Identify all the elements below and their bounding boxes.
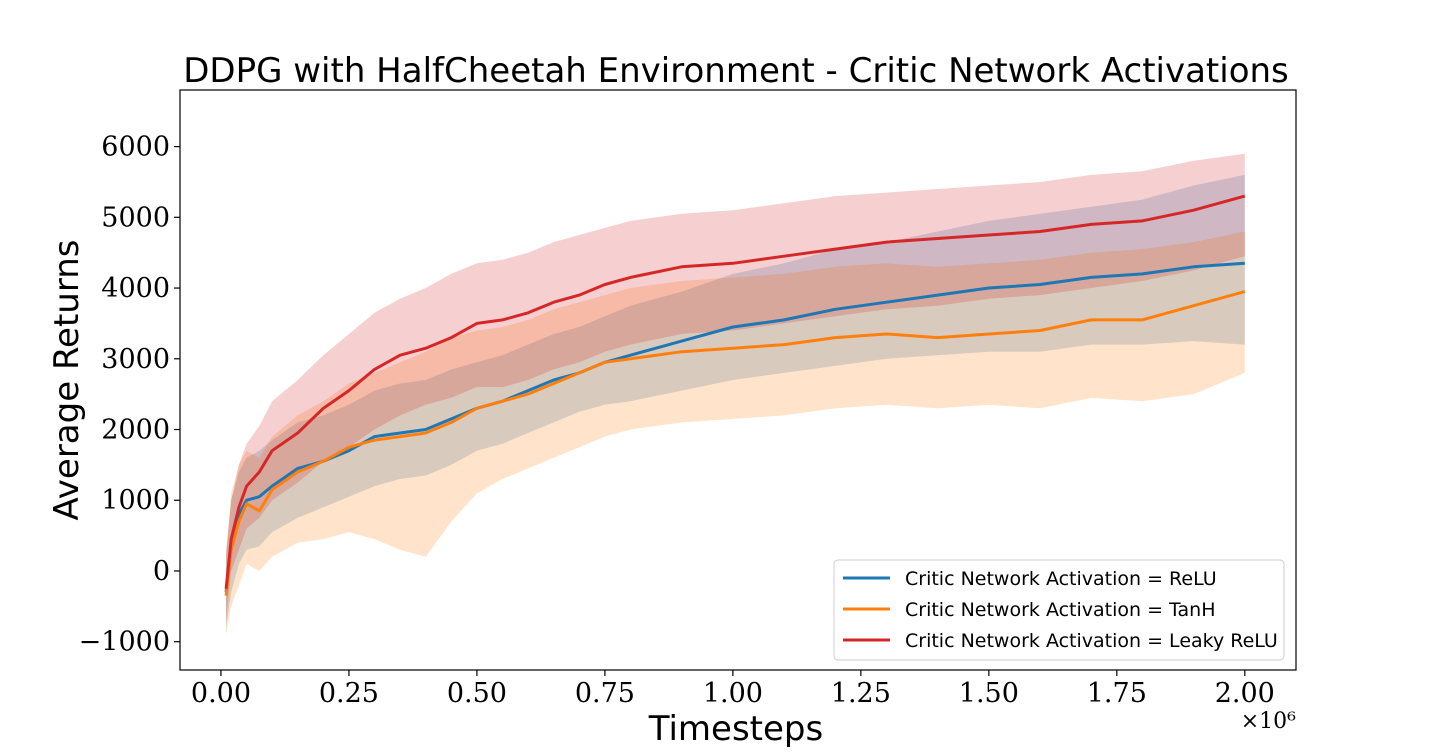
x-tick-label: 0.50: [447, 678, 507, 709]
legend-label-tanh: Critic Network Activation = TanH: [905, 599, 1216, 621]
x-tick-label: 1.50: [959, 678, 1019, 709]
legend: Critic Network Activation = ReLU Critic N…: [833, 559, 1285, 661]
band-leaky-relu: [226, 153, 1245, 621]
y-tick-label: 3000: [101, 344, 170, 375]
y-tick-label: 0: [153, 556, 170, 587]
x-tick-label: 2.00: [1215, 678, 1275, 709]
legend-box: [833, 559, 1285, 661]
legend-label-relu: Critic Network Activation = ReLU: [905, 568, 1217, 590]
y-tick-label: 4000: [101, 273, 170, 304]
y-tick-label: −1000: [79, 627, 170, 658]
x-axis: 0.00 0.25 0.50 0.75 1.00 1.25 1.50 1.75 2.00: [191, 670, 1275, 709]
x-tick-label: 1.75: [1087, 678, 1147, 709]
line-tanh: [224, 290, 1246, 596]
line-relu: [224, 261, 1245, 593]
x-axis-multiplier: ×10⁶: [1241, 709, 1296, 734]
legend-label-leaky-relu: Critic Network Activation = Leaky ReLU: [905, 630, 1278, 652]
chart-title: DDPG with HalfCheetah Environment - Crit…: [183, 51, 1289, 91]
y-tick-label: 5000: [101, 202, 170, 233]
line-leaky-relu: [224, 194, 1246, 589]
y-tick-label: 2000: [101, 415, 170, 446]
x-tick-label: 1.00: [703, 678, 763, 709]
x-tick-label: 1.25: [831, 678, 891, 709]
x-tick-label: 0.75: [575, 678, 635, 709]
series-lines: [224, 194, 1246, 596]
y-tick-label: 6000: [101, 132, 170, 163]
y-tick-label: 1000: [101, 485, 170, 516]
y-axis-label: Average Returns: [47, 240, 87, 521]
x-tick-label: 0.25: [319, 678, 379, 709]
band-tanh: [226, 231, 1245, 635]
x-tick-label: 0.00: [191, 678, 251, 709]
x-axis-label: Timesteps: [648, 709, 823, 749]
plot-frame: [179, 89, 1297, 671]
y-axis: −1000 0 1000 2000 3000 4000 5000 6000: [79, 132, 180, 658]
